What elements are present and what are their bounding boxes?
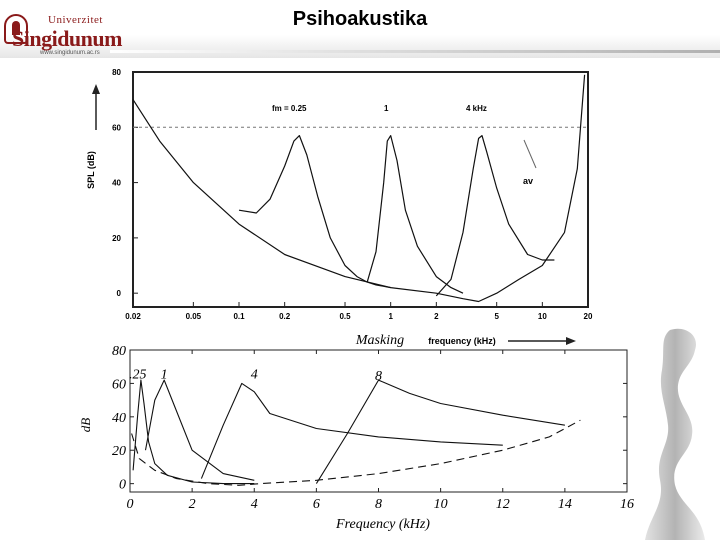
chart1-av-pointer [523,139,537,169]
chart1-xtick-label-1: 0.05 [186,312,202,321]
chart1-xtick-label-3: 0.2 [279,312,291,321]
chart2-curve-label-2: 4 [251,367,258,382]
chart1-ytick-label-1: 20 [112,234,121,243]
chart2-xtick-label-1: 2 [189,497,196,512]
chart2-ytick-label-0: 0 [119,478,126,493]
logo-subtitle: Univerzitet [48,14,103,26]
header-bar [0,0,720,58]
chart1-y-arrow-icon [92,84,100,94]
page-title: Psihoakustika [292,8,428,30]
chart1-xtick-label-8: 10 [538,312,547,321]
chart1-xtick-label-4: 0.5 [339,312,351,321]
chart1-xtick-label-9: 20 [584,312,593,321]
chart1-xtick-label-7: 5 [494,312,499,321]
chart1-series-2 [366,135,464,294]
chart2-series-0 [132,379,255,485]
chart2-xtick-label-5: 10 [434,497,448,512]
chart1-xlabel: frequency (kHz) [428,336,496,346]
chart2-series-3 [315,379,565,484]
chart1-ytick-label-4: 80 [112,68,121,77]
logo-url: www.singidunum.ac.rs [40,50,100,56]
chart2-xlabel: Frequency (kHz) [335,517,430,532]
chart1-series-0 [132,74,586,303]
chart2-ytick-label-3: 60 [112,377,126,392]
chart1-xtick-label-5: 1 [388,312,393,321]
chart2-xtick-label-6: 12 [496,497,510,512]
statue-decoration-icon [645,328,705,540]
chart1-ylabel: SPL (dB) [86,151,96,189]
chart2-xtick-label-3: 6 [313,497,320,512]
chart1-xtick-label-0: 0.02 [125,312,141,321]
university-logo: Univerzitet Singidunum www.singidunum.ac… [4,12,122,56]
chart2-ytick-label-2: 40 [112,411,126,426]
chart1-ytick-label-3: 60 [112,123,121,132]
chart1-xtick-label-2: 0.1 [233,312,245,321]
chart1-x-arrow-icon [566,337,576,345]
chart2-title: Masking [355,333,404,348]
chart1-ann-f4: 4 kHz [466,104,487,113]
university-crest-icon [4,14,28,44]
chart1-xtick-label-6: 2 [434,312,439,321]
chart2-series-2 [200,382,503,479]
chart1-series-1 [238,135,391,289]
chart2-xtick-label-2: 4 [251,497,258,512]
chart2-series-1 [144,379,255,481]
chart1-ann-f1: 1 [384,104,389,113]
chart1-ytick-label-0: 0 [117,289,122,298]
chart2-xtick-label-8: 16 [620,497,634,512]
logo-name: Singidunum [12,26,122,51]
chart1-series-3 [435,135,555,297]
chart2-xtick-label-4: 8 [375,497,382,512]
chart1-frame [132,71,589,308]
chart1-ann-fm: fm = 0.25 [272,104,307,113]
chart2-curve-label-1: 1 [161,367,168,382]
chart2-curve-label-3: 8 [375,369,382,384]
chart2-xtick-label-7: 14 [558,497,572,512]
chart2-ytick-label-4: 80 [112,344,126,359]
chart2-xtick-label-0: 0 [127,497,134,512]
header-divider [110,50,720,53]
chart2-curve-label-0: .25 [129,367,147,382]
chart1-ann-av: av [523,176,533,186]
chart1-ytick-label-2: 40 [112,179,121,188]
chart2-ytick-label-1: 20 [112,444,126,459]
chart2-series-4 [131,419,581,486]
chart2-ylabel: dB [78,418,93,433]
